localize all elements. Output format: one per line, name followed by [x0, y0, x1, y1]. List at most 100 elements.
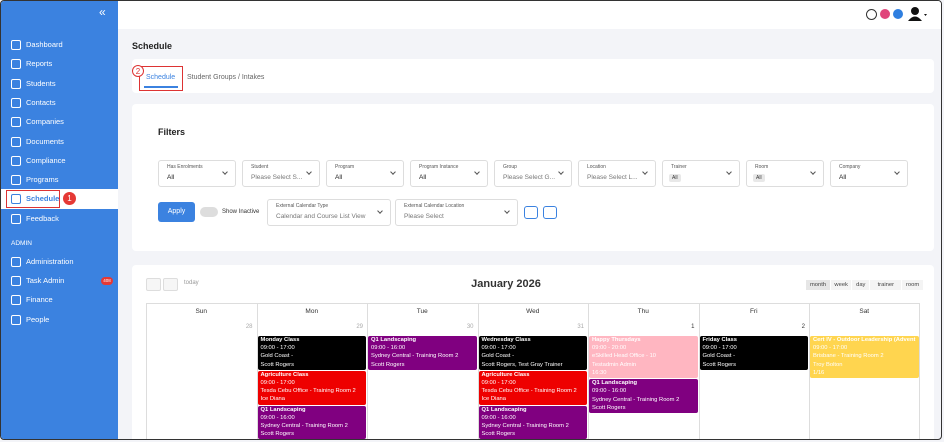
menu-item[interactable]: Task Admin	[26, 276, 65, 286]
menu-item[interactable]: Administration	[26, 257, 74, 266]
help-icon[interactable]	[866, 9, 877, 20]
nav-button[interactable]	[163, 278, 178, 291]
grid-line	[588, 303, 589, 439]
icon-button[interactable]	[543, 206, 557, 219]
field-label: Trainer	[671, 164, 687, 170]
field-value: All	[839, 174, 847, 181]
select-field[interactable]: Company All	[830, 160, 908, 187]
event-line: 09:00 - 16:00	[371, 345, 406, 351]
menu-icon	[11, 136, 21, 147]
event-line: Sydney Central - Training Room 2	[481, 422, 569, 429]
event[interactable]: Q1 Landscaping 09:00 - 16:00 Sydney Centra…	[478, 405, 587, 439]
field-value: Calendar and Course List View	[276, 213, 366, 220]
menu-item[interactable]: Schedule	[26, 194, 60, 204]
event-line: 09:00 - 16:00	[481, 414, 516, 421]
chevron	[377, 208, 383, 214]
tab[interactable]: Schedule	[146, 74, 176, 81]
event[interactable]: Monday Class 09:00 - 17:00 Gold Coast - Sco…	[257, 336, 366, 370]
chevron	[810, 169, 816, 175]
calendar-title: January 2026	[471, 278, 541, 290]
event[interactable]: Q1 Landscaping 09:00 - 16:00 Sydney Centra…	[589, 379, 698, 414]
menu-item[interactable]: Students	[26, 78, 56, 88]
chevron	[642, 169, 648, 175]
icon-button[interactable]	[524, 206, 538, 219]
select-field[interactable]: Group Please Select G...	[494, 160, 572, 187]
event[interactable]: Agriculture Class 09:00 - 17:00 Tesda Cebu…	[478, 370, 587, 405]
field-value: Please Select L...	[587, 174, 638, 181]
event[interactable]: Friday Class 09:00 - 17:00 Gold Coast - Sco…	[699, 336, 808, 370]
field-label: External Calendar Location	[404, 203, 465, 209]
menu-item[interactable]: People	[26, 314, 50, 324]
annotation-box	[139, 66, 183, 91]
menu-item[interactable]: Feedback	[26, 213, 59, 223]
select-field[interactable]: Program Instance All	[410, 160, 488, 187]
select-field[interactable]: External Calendar Type Calendar and Cours…	[267, 199, 391, 226]
grid-line	[809, 303, 810, 439]
date-number: 29	[356, 324, 363, 330]
date-number: 28	[245, 324, 253, 330]
chevron	[474, 169, 480, 175]
select-field[interactable]: Trainer All	[662, 160, 740, 187]
menu-item[interactable]: Reports	[26, 59, 53, 69]
view-button[interactable]: week	[831, 280, 852, 290]
view-button[interactable]: month	[806, 280, 830, 290]
event[interactable]: Happy Thursdays 09:00 - 20:00 eSkilled Hea…	[589, 336, 698, 379]
menu-icon	[11, 117, 21, 128]
event[interactable]: Agriculture Class 09:00 - 17:00 Tesda Cebu…	[257, 370, 366, 405]
field-value: Please Select G...	[503, 174, 555, 181]
collapse-button[interactable]: «	[99, 5, 106, 19]
date-number: 1	[691, 324, 695, 330]
day-header: Tue	[416, 308, 428, 315]
event-title: Agriculture Class	[481, 371, 530, 378]
select-field[interactable]: Student Please Select S...	[242, 160, 320, 187]
event[interactable]: Q1 Landscaping 09:00 - 16:00 Sydney Centra…	[368, 336, 477, 370]
menu-item[interactable]: Compliance	[26, 155, 66, 165]
view-button[interactable]: trainer	[870, 280, 902, 290]
select-field[interactable]: Program All	[326, 160, 404, 187]
chip: All	[669, 174, 681, 182]
user-badge[interactable]	[880, 9, 890, 19]
user-badge[interactable]	[893, 9, 903, 19]
tab[interactable]: Student Groups / Intakes	[187, 74, 265, 81]
select-field[interactable]: Room All	[746, 160, 824, 187]
event-title: Q1 Landscaping	[371, 337, 417, 343]
date-number: 2	[801, 324, 805, 330]
event-line: Scott Rogers, Test Gray Trainer	[481, 361, 563, 368]
select-field[interactable]: External Calendar Location Please Select	[395, 199, 518, 226]
event[interactable]: Cert IV - Outdoor Leadership (Advent 09:0…	[810, 336, 919, 379]
event-line: eSkilled Head Office - 10	[592, 353, 657, 360]
field-label: Has Enrolments	[167, 164, 203, 170]
event-line: Gold Coast -	[260, 353, 294, 360]
field-label: Program Instance	[419, 164, 459, 170]
chevron	[894, 169, 900, 175]
menu-item[interactable]: Programs	[26, 175, 59, 185]
menu-item[interactable]: Documents	[26, 136, 64, 146]
event-line: 09:00 - 17:00	[260, 379, 295, 386]
toggle[interactable]	[200, 207, 218, 217]
profile-icon[interactable]	[908, 6, 928, 22]
event[interactable]: Wednesday Class 09:00 - 17:00 Gold Coast -…	[478, 336, 587, 370]
field-label: Room	[755, 164, 769, 170]
menu-item[interactable]: Finance	[26, 295, 53, 305]
menu-item[interactable]: Dashboard	[26, 40, 63, 49]
event[interactable]: Q1 Landscaping 09:00 - 16:00 Sydney Centra…	[257, 405, 366, 439]
event-title: Wednesday Class	[481, 337, 531, 343]
menu-item[interactable]: Contacts	[26, 97, 56, 107]
event-line: Gold Coast -	[702, 353, 736, 360]
view-button[interactable]: day	[852, 280, 870, 290]
field-label: Program	[335, 164, 355, 170]
field-value: All	[419, 174, 427, 181]
nav-button[interactable]	[146, 278, 161, 291]
event-line: 09:00 - 17:00	[481, 379, 516, 386]
tabs-card	[132, 59, 934, 93]
event-line: 09:00 - 20:00	[592, 345, 627, 351]
day-header: Sun	[195, 308, 208, 315]
select-field[interactable]: Has Enrolments All	[158, 160, 236, 187]
event-line: Scott Rogers	[592, 404, 626, 411]
view-button[interactable]: room	[902, 280, 923, 290]
grid-line	[698, 303, 700, 439]
today-button[interactable]: today	[184, 280, 199, 286]
apply-button[interactable]: Apply	[158, 202, 195, 222]
menu-item[interactable]: Companies	[26, 117, 64, 127]
select-field[interactable]: Location Please Select L...	[578, 160, 656, 187]
